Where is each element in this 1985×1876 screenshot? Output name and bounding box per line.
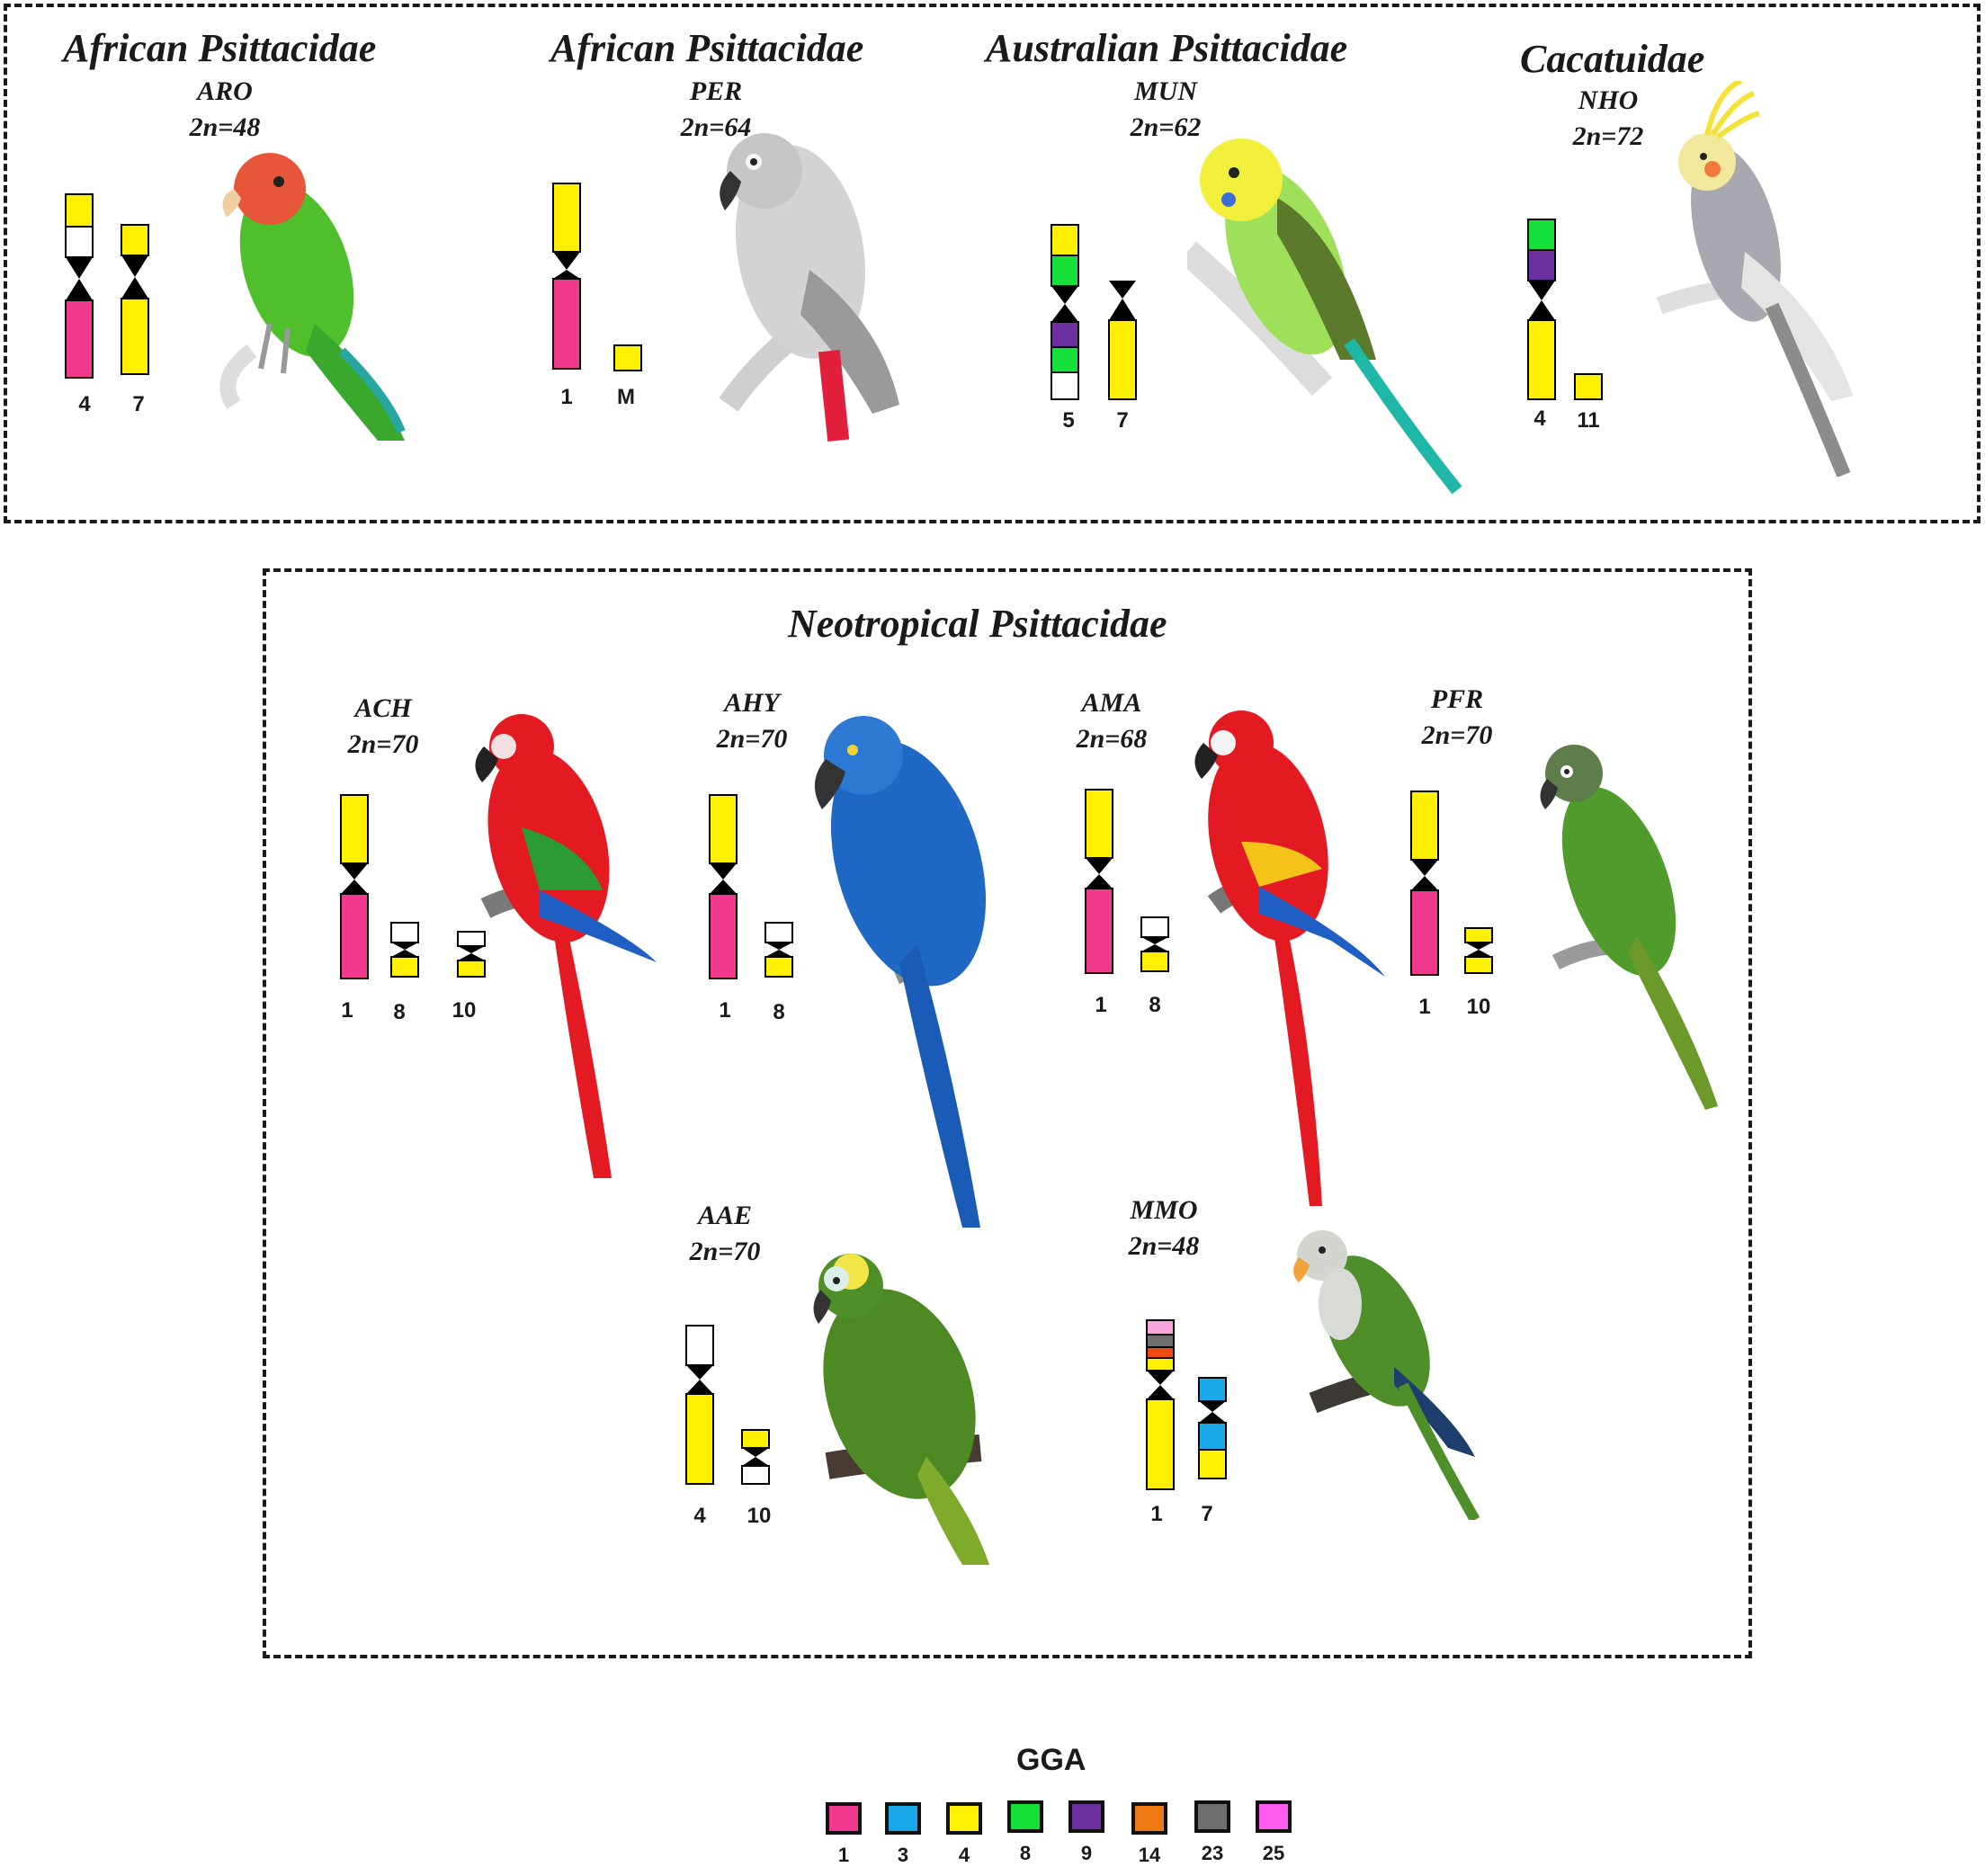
chromosome-number-aro-4: 4: [78, 392, 91, 416]
chromosome-ach-8: [390, 922, 419, 978]
species-label-aro: ARO 2n=48: [189, 76, 261, 142]
chromosome-nho-11: [1574, 373, 1603, 400]
chromosome-mmo-7: [1198, 1377, 1227, 1479]
chromosome-per-m: [613, 344, 642, 371]
species-label-mun: MUN 2n=62: [1130, 76, 1202, 142]
top-group-frame: [4, 4, 1981, 523]
chromosome-number-ama-1: 1: [1095, 993, 1107, 1017]
species-label-per: PER 2n=64: [680, 76, 752, 142]
chromosome-pfr-10: [1464, 927, 1493, 974]
legend-item-14: 14: [1122, 1802, 1176, 1867]
species-label-ama: AMA 2n=68: [1076, 688, 1148, 754]
chromosome-number-aae-4: 4: [693, 1504, 706, 1528]
chromosome-number-nho-4: 4: [1533, 406, 1546, 431]
chromosome-number-ach-8: 8: [393, 1000, 406, 1024]
chromosome-aro-7: [121, 224, 149, 375]
chromosome-mmo-1: [1146, 1319, 1175, 1490]
neotropical-group-frame: [263, 568, 1752, 1658]
legend-title: GGA: [1016, 1743, 1086, 1777]
chromosome-ahy-8: [764, 922, 793, 978]
chromosome-number-ach-1: 1: [341, 998, 353, 1023]
species-label-mmo: MMO 2n=48: [1128, 1195, 1200, 1261]
scarlet-macaw-illustration: [1194, 710, 1385, 1206]
species-label-nho: NHO 2n=72: [1572, 85, 1644, 151]
chromosome-number-ach-10: 10: [452, 998, 477, 1023]
legend-swatch-1: [826, 1802, 862, 1835]
chromosome-number-mmo-1: 1: [1150, 1502, 1163, 1526]
chromosome-number-nho-11: 11: [1577, 408, 1600, 433]
cockatiel-illustration: [1656, 81, 1853, 477]
lovebird-illustration: [219, 153, 406, 441]
legend-swatch-23: [1194, 1800, 1230, 1833]
chromosome-aae-10: [741, 1429, 770, 1485]
chromosome-per-1: [552, 183, 581, 370]
budgerigar-illustration: [1187, 138, 1462, 495]
group-title-australian: Australian Psittacidae: [986, 26, 1348, 70]
monk-parakeet-illustration: [1293, 1230, 1480, 1520]
chromosome-aro-4: [65, 193, 94, 379]
group-title-african-2: African Psittacidae: [550, 26, 864, 70]
chromosome-number-pfr-1: 1: [1418, 995, 1431, 1019]
chromosome-pfr-1: [1410, 791, 1439, 976]
group-title-african-1: African Psittacidae: [63, 26, 377, 70]
group-title-neotropical: Neotropical Psittacidae: [788, 602, 1167, 646]
chromosome-number-mmo-7: 7: [1201, 1502, 1213, 1526]
chromosome-number-per-1: 1: [560, 385, 573, 409]
chromosome-number-ahy-1: 1: [719, 998, 731, 1023]
hyacinth-macaw-illustration: [814, 716, 987, 1228]
legend-label-14: 14: [1138, 1844, 1161, 1866]
legend-label-3: 3: [897, 1844, 909, 1866]
chromosome-number-aae-10: 10: [747, 1504, 772, 1528]
amazon-parrot-illustration: [813, 1254, 989, 1565]
legend-label-25: 25: [1262, 1842, 1285, 1864]
species-label-ach: ACH 2n=70: [347, 693, 419, 759]
chromosome-ach-10: [457, 931, 486, 978]
chromosome-number-mun-5: 5: [1062, 408, 1075, 433]
legend-swatch-8: [1007, 1800, 1043, 1833]
chromosome-number-aro-7: 7: [132, 392, 145, 416]
legend-label-1: 1: [837, 1844, 850, 1866]
chromosome-mun-7: [1108, 281, 1137, 400]
chromosome-aae-4: [685, 1325, 714, 1485]
legend-item-25: 25: [1247, 1800, 1301, 1865]
chromosome-mun-5: [1051, 224, 1079, 400]
legend-item-3: 3: [876, 1802, 930, 1867]
chromosome-ahy-1: [709, 794, 738, 979]
legend-swatch-25: [1256, 1800, 1292, 1833]
chromosome-number-ahy-8: 8: [773, 1000, 785, 1024]
legend-label-9: 9: [1080, 1842, 1093, 1864]
chromosome-number-ama-8: 8: [1149, 993, 1161, 1017]
chromosome-number-per-m: M: [617, 385, 635, 409]
red-green-macaw-illustration: [475, 714, 657, 1178]
legend-swatch-9: [1069, 1800, 1104, 1833]
species-label-aae: AAE 2n=70: [689, 1201, 761, 1266]
legend-swatch-14: [1131, 1802, 1167, 1835]
grey-parrot-illustration: [719, 133, 899, 442]
legend-label-8: 8: [1019, 1842, 1032, 1864]
legend-swatch-3: [885, 1802, 921, 1835]
chromosome-ach-1: [340, 794, 369, 979]
species-label-ahy: AHY 2n=70: [716, 688, 788, 754]
legend-item-8: 8: [998, 1800, 1052, 1865]
chromosome-ama-1: [1085, 789, 1113, 974]
legend-item-4: 4: [937, 1802, 991, 1867]
species-label-pfr: PFR 2n=70: [1421, 684, 1493, 750]
legend-item-9: 9: [1060, 1800, 1113, 1865]
chromosome-nho-4: [1527, 219, 1556, 400]
group-title-cacatuidae: Cacatuidae: [1520, 37, 1705, 81]
legend-item-23: 23: [1185, 1800, 1239, 1865]
chromosome-number-mun-7: 7: [1116, 408, 1129, 433]
legend-item-1: 1: [817, 1802, 871, 1867]
legend-label-4: 4: [958, 1844, 970, 1866]
green-conure-illustration: [1540, 745, 1718, 1110]
legend-swatch-4: [946, 1802, 982, 1835]
chromosome-number-pfr-10: 10: [1466, 995, 1491, 1019]
chromosome-ama-8: [1140, 916, 1169, 972]
legend-label-23: 23: [1201, 1842, 1224, 1864]
